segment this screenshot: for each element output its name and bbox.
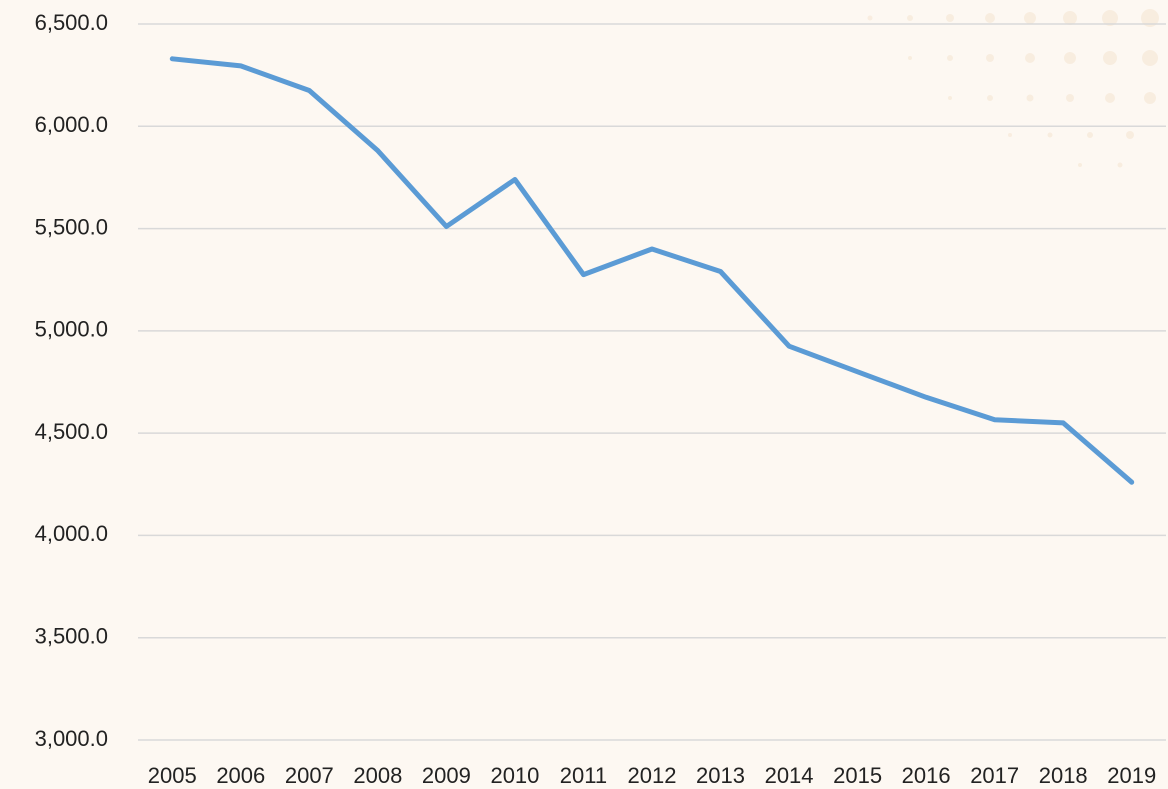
y-tick-label: 6,000.0 [35,112,108,137]
x-tick-label: 2013 [696,763,745,788]
y-tick-label: 3,500.0 [35,624,108,649]
x-tick-label: 2008 [353,763,402,788]
x-tick-label: 2010 [490,763,539,788]
x-tick-label: 2016 [902,763,951,788]
x-tick-label: 2018 [1039,763,1088,788]
x-tick-label: 2015 [833,763,882,788]
y-tick-label: 6,500.0 [35,10,108,35]
x-tick-label: 2012 [628,763,677,788]
x-tick-label: 2017 [970,763,1019,788]
background-pattern [867,9,1159,168]
x-tick-label: 2006 [216,763,265,788]
y-tick-label: 5,500.0 [35,214,108,239]
y-tick-label: 4,500.0 [35,419,108,444]
x-tick-label: 2007 [285,763,334,788]
x-tick-label: 2014 [765,763,814,788]
x-tick-label: 2005 [148,763,197,788]
y-tick-label: 4,000.0 [35,521,108,546]
y-tick-label: 3,000.0 [35,726,108,751]
x-tick-label: 2009 [422,763,471,788]
y-tick-label: 5,000.0 [35,317,108,342]
data-line [169,56,1135,485]
x-tick-label: 2019 [1107,763,1156,788]
x-tick-label: 2011 [560,763,607,788]
